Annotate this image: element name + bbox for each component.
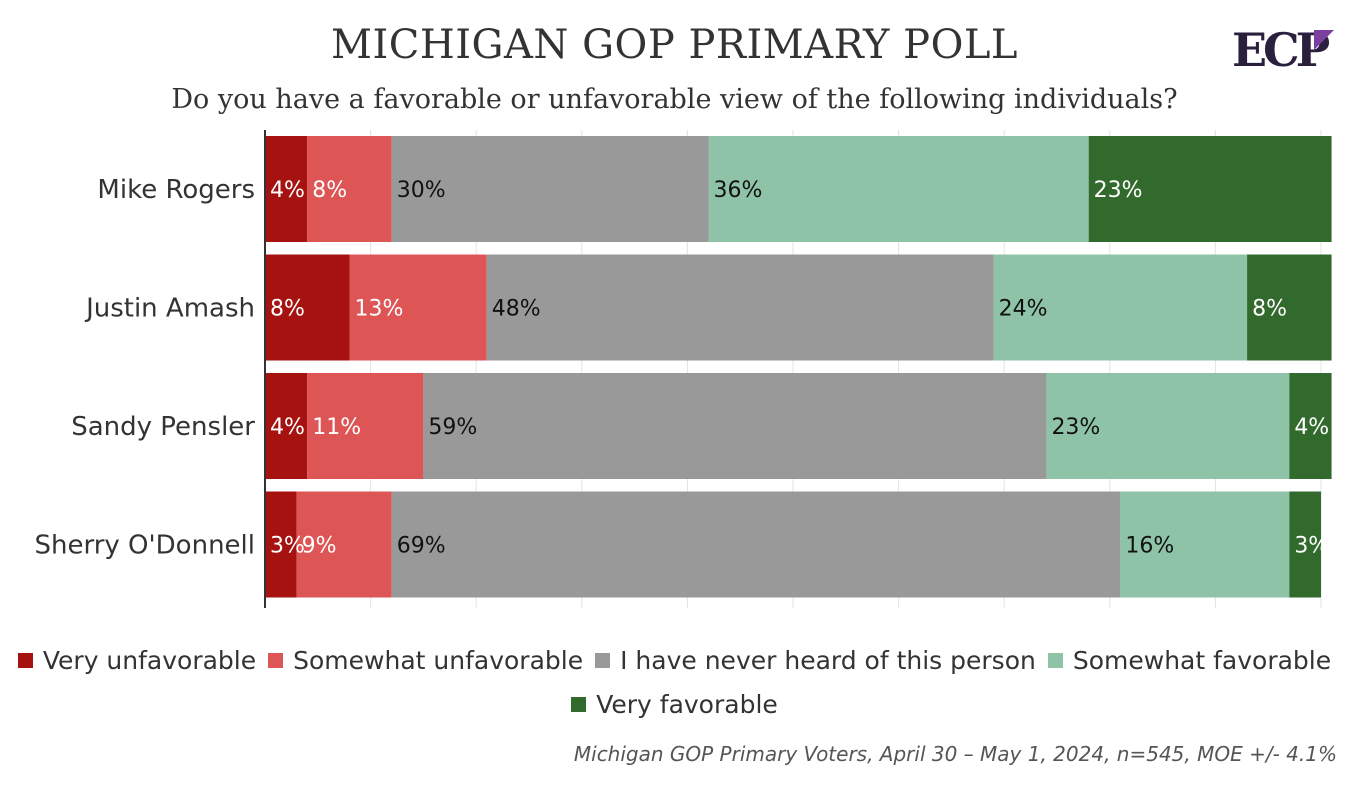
bar-segment — [1120, 491, 1290, 598]
legend-swatch — [268, 652, 284, 668]
data-label: 48% — [492, 297, 541, 322]
legend-row: Very unfavorable Somewhat unfavorable I ha… — [0, 638, 1349, 682]
bar-segment — [1289, 373, 1332, 479]
bar-segment — [993, 254, 1248, 361]
category-label: Sherry O'Donnell — [35, 531, 256, 561]
bar-segment — [1289, 491, 1321, 598]
bar-segment — [708, 136, 1089, 242]
data-label: 3% — [1294, 534, 1329, 559]
legend-label: Somewhat unfavorable — [293, 645, 584, 675]
bar-segment — [265, 373, 308, 479]
legend-row: Very favorable — [0, 682, 1349, 726]
legend-swatch — [17, 652, 33, 668]
category-label: Justin Amash — [84, 294, 255, 324]
legend-label: Very favorable — [596, 689, 778, 719]
data-label: 4% — [1294, 415, 1329, 440]
data-label: 24% — [999, 297, 1048, 322]
bar-segment — [265, 136, 308, 242]
source-note: Michigan GOP Primary Voters, April 30 – … — [573, 742, 1337, 766]
data-label: 4% — [270, 178, 305, 203]
category-label: Sandy Pensler — [71, 412, 255, 442]
category-label: Mike Rogers — [97, 175, 255, 205]
legend-label: Very unfavorable — [42, 645, 257, 675]
bar-segment — [265, 254, 350, 361]
bar-segment — [1088, 136, 1332, 242]
bar-segment — [423, 373, 1047, 479]
bar-segment — [265, 491, 297, 598]
legend-swatch — [571, 696, 587, 712]
data-label: 3% — [270, 534, 305, 559]
data-label: 8% — [1252, 297, 1287, 322]
data-label: 9% — [302, 534, 337, 559]
data-label: 16% — [1125, 534, 1174, 559]
data-label: 4% — [270, 415, 305, 440]
stacked-bar-chart: Mike Rogers 4% 8% 30% 36% 23% Justin Amash 8% 13… — [35, 130, 1332, 608]
legend-label: I have never heard of this person — [620, 645, 1036, 675]
data-label: 11% — [312, 415, 361, 440]
legend-item: Somewhat favorable — [1047, 645, 1332, 675]
bar-segment — [1046, 373, 1290, 479]
data-label: 8% — [312, 178, 347, 203]
legend-label: Somewhat favorable — [1072, 645, 1332, 675]
data-label: 13% — [354, 297, 403, 322]
bar-segment — [391, 491, 1121, 598]
bar-segment — [1247, 254, 1332, 361]
bar-segment — [307, 136, 392, 242]
bar-segment — [391, 136, 709, 242]
bar-segment — [307, 373, 424, 479]
legend-item: Very favorable — [571, 690, 778, 719]
chart-title: MICHIGAN GOP PRIMARY POLL — [331, 22, 1018, 68]
chart-legend: Very unfavorable Somewhat unfavorable I ha… — [0, 638, 1349, 726]
bar-segment — [349, 254, 487, 361]
legend-item: Somewhat unfavorable — [268, 646, 583, 675]
legend-swatch — [595, 652, 611, 668]
data-label: 8% — [270, 297, 305, 322]
data-label: 59% — [428, 415, 477, 440]
data-label: 36% — [714, 178, 763, 203]
bar-segment — [486, 254, 994, 361]
legend-item: Very unfavorable — [17, 645, 257, 675]
ecp-logo: ECP — [1232, 24, 1334, 72]
chart-subtitle: Do you have a favorable or unfavorable v… — [171, 84, 1178, 115]
data-label: 23% — [1094, 178, 1143, 203]
data-label: 69% — [397, 534, 446, 559]
data-label: 30% — [397, 178, 446, 203]
legend-swatch — [1047, 652, 1063, 668]
legend-item: I have never heard of this person — [595, 646, 1036, 675]
bar-segment — [296, 491, 392, 598]
data-label: 23% — [1051, 415, 1100, 440]
